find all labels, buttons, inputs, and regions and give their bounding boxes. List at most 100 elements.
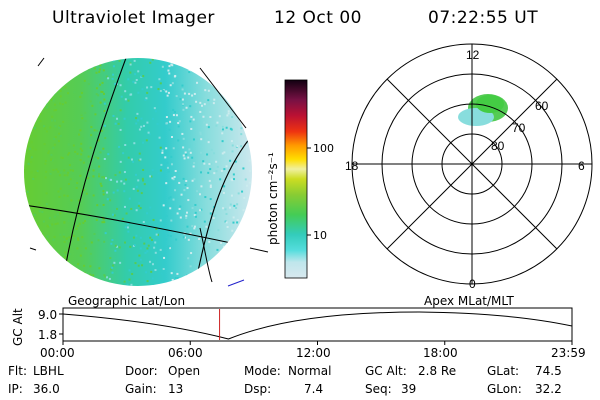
image-pixel [213, 206, 216, 209]
gain-label: Gain: [125, 382, 157, 396]
image-pixel [105, 276, 108, 279]
image-pixel [30, 271, 33, 274]
image-pixel [214, 68, 217, 71]
image-pixel [90, 274, 93, 277]
image-pixel [143, 242, 146, 245]
image-pixel [234, 274, 237, 277]
image-pixel [167, 234, 170, 237]
image-pixel [93, 233, 96, 236]
image-pixel [111, 271, 114, 274]
image-pixel [184, 278, 187, 281]
image-pixel [132, 80, 135, 83]
image-pixel [219, 278, 222, 281]
image-pixel [39, 71, 42, 74]
image-pixel [99, 182, 102, 185]
image-pixel [189, 105, 192, 108]
image-pixel [200, 151, 203, 154]
image-pixel [89, 273, 92, 276]
image-pixel [135, 117, 138, 120]
image-pixel [129, 63, 132, 66]
image-pixel [207, 138, 210, 141]
image-pixel [208, 162, 211, 165]
image-pixel [193, 225, 196, 228]
image-pixel [56, 213, 59, 216]
image-pixel [100, 90, 103, 93]
image-pixel [227, 110, 230, 113]
image-pixel [48, 72, 51, 75]
image-pixel [193, 214, 196, 217]
image-pixel [231, 229, 234, 232]
image-pixel [119, 128, 122, 131]
image-pixel [199, 131, 202, 134]
image-pixel [99, 284, 102, 286]
image-pixel [44, 162, 47, 165]
app-title: Ultraviolet Imager [52, 8, 215, 28]
image-pixel [184, 65, 187, 68]
image-pixel [121, 217, 124, 220]
image-pixel [80, 153, 83, 156]
image-pixel [116, 207, 119, 210]
image-pixel [72, 119, 75, 122]
image-pixel [166, 161, 169, 164]
image-pixel [71, 172, 74, 175]
image-pixel [27, 113, 30, 116]
image-pixel [241, 258, 244, 261]
image-pixel [170, 219, 173, 222]
image-pixel [194, 211, 197, 214]
image-pixel [63, 174, 66, 177]
image-pixel [233, 276, 236, 279]
image-pixel [48, 279, 51, 282]
image-pixel [62, 235, 65, 238]
image-pixel [166, 166, 169, 169]
image-pixel [249, 169, 252, 172]
image-pixel [102, 193, 105, 196]
image-pixel [226, 225, 229, 228]
image-pixel [165, 238, 168, 241]
image-pixel [242, 167, 245, 170]
image-pixel [97, 157, 100, 160]
image-pixel [159, 284, 162, 286]
image-pixel [45, 130, 48, 133]
image-pixel [239, 148, 242, 151]
image-pixel [39, 81, 42, 84]
image-pixel [102, 218, 105, 221]
image-pixel [40, 233, 43, 236]
image-pixel [240, 127, 243, 130]
image-pixel [49, 126, 52, 129]
image-pixel [77, 199, 80, 202]
image-pixel [173, 111, 176, 114]
image-pixel [222, 253, 225, 256]
image-pixel [44, 127, 47, 130]
image-pixel [45, 103, 48, 106]
image-pixel [103, 240, 106, 243]
image-pixel [37, 260, 40, 263]
image-pixel [31, 108, 34, 111]
image-pixel [58, 255, 61, 258]
image-pixel [127, 156, 130, 159]
image-pixel [77, 196, 80, 199]
image-pixel [147, 131, 150, 134]
image-pixel [52, 99, 55, 102]
image-pixel [206, 232, 209, 235]
image-pixel [111, 77, 114, 80]
image-pixel [234, 160, 237, 163]
image-pixel [84, 276, 87, 279]
timeline-tick-0000: 00:00 [40, 346, 75, 360]
image-pixel [179, 216, 182, 219]
image-pixel [162, 89, 165, 92]
image-pixel [92, 194, 95, 197]
image-pixel [136, 189, 139, 192]
image-pixel [179, 98, 182, 101]
image-pixel [232, 173, 235, 176]
image-pixel [237, 279, 240, 282]
image-pixel [209, 212, 212, 215]
image-pixel [127, 78, 130, 81]
image-pixel [184, 183, 187, 186]
image-pixel [30, 171, 33, 174]
image-pixel [93, 129, 96, 132]
image-pixel [124, 98, 127, 101]
image-pixel [111, 239, 114, 242]
image-pixel [60, 262, 63, 265]
dsp-value: 7.4 [304, 382, 323, 396]
